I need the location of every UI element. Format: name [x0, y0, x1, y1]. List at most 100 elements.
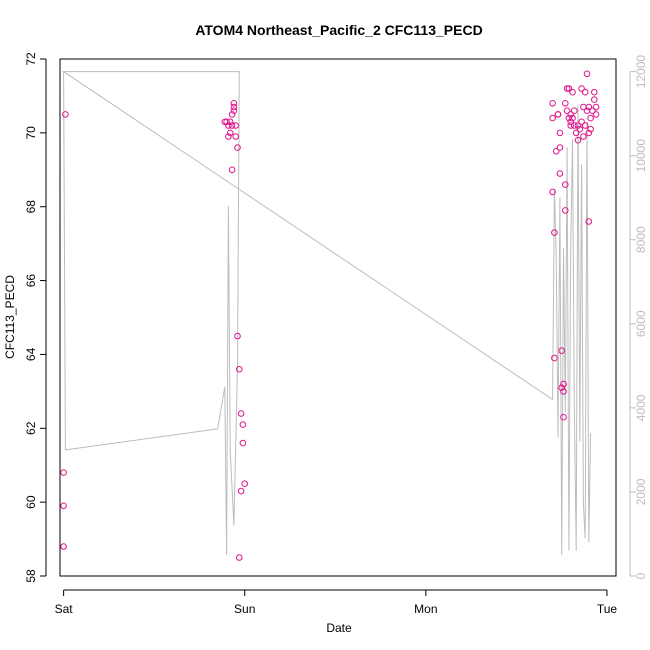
data-point [587, 114, 594, 122]
data-point [551, 354, 558, 362]
data-point [589, 107, 596, 114]
data-point [239, 439, 247, 447]
data-point [587, 125, 594, 133]
y-tick-label: 62 [24, 421, 38, 435]
data-point [571, 107, 578, 114]
depth-line-layer [61, 71, 592, 556]
data-point [583, 70, 591, 78]
data-point [225, 133, 232, 140]
data-point [560, 380, 567, 388]
data-point [241, 480, 248, 488]
y2-tick-label: 0 [634, 572, 648, 579]
y-tick-label: 70 [24, 126, 38, 140]
data-point [567, 118, 575, 126]
data-point [567, 111, 575, 118]
data-point [232, 122, 239, 129]
data-point [239, 421, 247, 428]
plot-box [59, 58, 617, 577]
data-point [574, 136, 582, 144]
y2-tick-label: 12000 [634, 55, 648, 89]
data-point [581, 122, 589, 129]
data-point [237, 410, 245, 417]
data-point [230, 103, 238, 111]
data-point [232, 133, 239, 140]
data-point [592, 111, 600, 118]
data-point [223, 118, 230, 126]
data-point [228, 111, 236, 118]
y2-tick-label: 2000 [634, 478, 648, 505]
data-point [226, 118, 234, 126]
data-point [549, 188, 556, 196]
data-point [234, 332, 241, 340]
data-point [563, 85, 571, 92]
data-point [234, 144, 241, 151]
data-point [576, 125, 584, 133]
data-point [560, 388, 567, 395]
data-point [591, 96, 598, 103]
data-point [574, 122, 582, 129]
data-point [560, 413, 567, 421]
y-axis-left: 58 60 62 64 66 68 70 72 [24, 52, 47, 583]
data-point [549, 114, 556, 122]
y2-tick-label: 10000 [634, 139, 648, 173]
data-point [60, 543, 67, 550]
data-point [554, 111, 562, 118]
data-point [558, 347, 566, 355]
data-point [236, 365, 243, 373]
x-tick-label: Sun [234, 602, 255, 616]
data-point [552, 148, 560, 155]
data-point [562, 207, 569, 214]
data-point [585, 218, 593, 225]
y2-tick-label: 8000 [634, 226, 648, 253]
data-point [230, 100, 238, 107]
data-point [565, 114, 573, 122]
y2-tick-label: 4000 [634, 394, 648, 421]
data-point [236, 554, 243, 561]
data-point [230, 107, 238, 114]
data-point [237, 487, 245, 495]
data-point [591, 88, 598, 96]
data-point [62, 111, 69, 118]
y-tick-label: 68 [24, 200, 38, 214]
data-point [569, 114, 576, 122]
data-point [581, 88, 589, 96]
data-point [578, 118, 585, 126]
y2-tick-label: 6000 [634, 310, 648, 337]
depth-line [61, 71, 592, 556]
y-tick-label: 60 [24, 495, 38, 509]
data-point [585, 129, 593, 137]
points-layer [60, 70, 600, 561]
y-axis-right: 0 2000 4000 6000 8000 10000 12000 [629, 55, 648, 579]
y-tick-label: 72 [24, 52, 38, 66]
data-point [565, 85, 573, 92]
data-point [556, 129, 564, 137]
x-axis: Sat Sun Mon Tue [55, 589, 617, 616]
data-point [562, 181, 569, 188]
data-point [228, 166, 236, 174]
data-point [228, 122, 236, 129]
chart-title: ATOM4 Northeast_Pacific_2 CFC113_PECD [195, 22, 482, 38]
data-point [556, 144, 564, 151]
x-tick-label: Sat [55, 602, 74, 616]
data-point [556, 170, 564, 177]
y-tick-label: 66 [24, 274, 38, 288]
data-point [567, 122, 575, 129]
data-point [592, 103, 600, 111]
data-point [578, 85, 585, 92]
x-tick-label: Mon [414, 602, 437, 616]
y-axis-label: CFC113_PECD [3, 275, 17, 359]
x-axis-label: Date [326, 621, 352, 635]
data-point [563, 107, 571, 114]
data-point [572, 129, 580, 137]
data-point [225, 122, 232, 129]
data-point [558, 384, 566, 392]
data-point [551, 229, 558, 236]
data-point [226, 129, 234, 137]
data-point [580, 133, 587, 140]
data-point [571, 122, 578, 129]
data-point [549, 100, 556, 107]
data-point [562, 100, 569, 107]
data-point [60, 469, 67, 476]
data-point [569, 88, 576, 96]
